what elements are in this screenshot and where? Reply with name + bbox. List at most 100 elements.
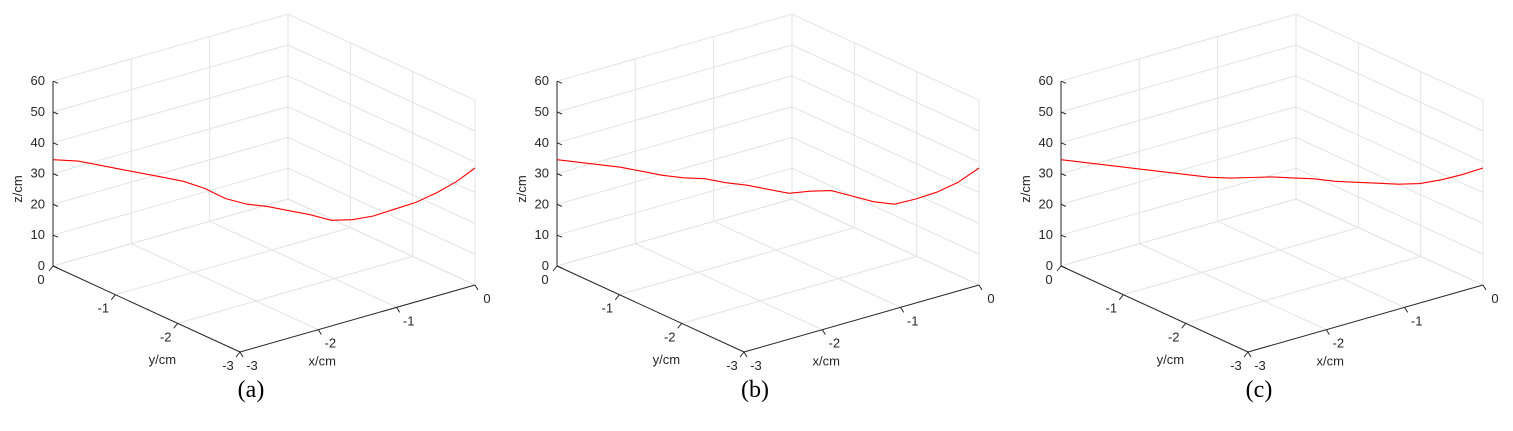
series-line — [1060, 159, 1484, 185]
caption-a: (a) — [237, 377, 265, 403]
grid-line — [52, 44, 289, 113]
grid-line — [1123, 227, 1359, 296]
z-tick — [1060, 111, 1067, 115]
y-tick-label: -2 — [664, 329, 676, 344]
grid-line — [1060, 167, 1297, 236]
z-tick-label: 10 — [31, 227, 45, 242]
z-tick — [1060, 142, 1067, 146]
x-axis-label: x/cm — [813, 354, 840, 369]
z-tick — [52, 234, 59, 238]
z-tick-label: 20 — [31, 196, 45, 211]
grid-line — [619, 227, 855, 296]
grid-line — [1217, 220, 1405, 308]
caption-b: (b) — [741, 377, 769, 403]
x-tick-label: -1 — [1411, 313, 1423, 328]
y-axis-line — [52, 265, 241, 353]
grid-line — [287, 75, 476, 163]
z-tick — [1060, 203, 1067, 207]
y-tick-label: -1 — [98, 301, 110, 316]
grid-line — [287, 13, 476, 101]
grid-line — [1060, 136, 1297, 205]
z-tick-label: 50 — [1039, 104, 1053, 119]
y-tick — [614, 294, 620, 300]
z-tick — [1060, 173, 1067, 177]
x-tick — [900, 307, 905, 313]
z-tick-label: 30 — [535, 166, 549, 181]
grid-line — [556, 44, 793, 113]
grid-line — [1060, 106, 1297, 175]
x-tick — [474, 284, 479, 291]
grid-line — [287, 44, 476, 132]
y-tick — [173, 323, 179, 329]
y-tick-label: 0 — [37, 272, 44, 287]
grid-line — [556, 106, 793, 175]
x-tick-label: 0 — [483, 291, 490, 306]
y-axis-line — [1060, 265, 1249, 353]
series-line — [556, 159, 980, 205]
y-tick — [552, 265, 558, 272]
y-tick-label: -3 — [222, 358, 234, 373]
grid-line — [635, 243, 823, 331]
x-tick-label: -2 — [829, 336, 841, 351]
x-axis-label: x/cm — [309, 354, 336, 369]
grid-line — [556, 167, 793, 236]
z-axis-label: z/cm — [1018, 175, 1033, 202]
x-tick-label: 0 — [1491, 291, 1498, 306]
grid-line — [1295, 136, 1484, 224]
grid-line — [681, 255, 917, 324]
z-tick-label: 50 — [31, 104, 45, 119]
z-tick-label: 0 — [1046, 258, 1053, 273]
z-tick-label: 40 — [535, 135, 549, 150]
grid-line — [791, 13, 980, 101]
grid-line — [1139, 243, 1327, 331]
z-tick — [52, 142, 59, 146]
grid-line — [52, 13, 289, 82]
z-tick-label: 0 — [38, 258, 45, 273]
grid-line — [1060, 75, 1297, 144]
y-tick-label: 0 — [1045, 272, 1052, 287]
y-tick-label: -2 — [1168, 329, 1180, 344]
y-tick — [48, 265, 54, 272]
z-axis-label: z/cm — [514, 175, 529, 202]
z-tick-label: 30 — [31, 166, 45, 181]
grid-line — [1185, 255, 1421, 324]
z-tick-label: 60 — [535, 73, 549, 88]
x-tick — [978, 284, 983, 291]
grid-line — [1295, 13, 1484, 101]
y-tick — [1243, 351, 1249, 358]
z-tick — [52, 80, 59, 84]
x-tick-label: -1 — [907, 313, 919, 328]
z-tick-label: 30 — [1039, 166, 1053, 181]
y-axis-label: y/cm — [1157, 352, 1184, 367]
x-axis-line — [743, 284, 980, 353]
z-tick-label: 10 — [1039, 227, 1053, 242]
x-tick-label: -1 — [403, 313, 415, 328]
grid-line — [791, 44, 980, 132]
z-tick — [556, 234, 563, 238]
x-tick-label: -2 — [1333, 336, 1345, 351]
grid-line — [287, 167, 476, 255]
grid-line — [1295, 106, 1484, 194]
z-tick — [556, 142, 563, 146]
y-tick — [739, 351, 745, 358]
y-tick — [235, 351, 241, 358]
y-tick-label: 0 — [541, 272, 548, 287]
y-axis-label: y/cm — [653, 352, 680, 367]
z-tick-label: 20 — [1039, 196, 1053, 211]
z-tick — [556, 111, 563, 115]
y-tick — [1056, 265, 1062, 272]
z-tick-label: 60 — [31, 73, 45, 88]
x-tick-label: -3 — [1254, 358, 1266, 373]
caption-c: (c) — [1245, 377, 1273, 403]
x-axis-label: x/cm — [1317, 354, 1344, 369]
z-tick — [52, 265, 59, 269]
y-tick — [1181, 323, 1187, 329]
z-tick — [556, 265, 563, 269]
series-line — [52, 159, 476, 221]
grid-line — [791, 198, 980, 286]
x-tick — [396, 307, 401, 313]
grid-line — [791, 167, 980, 255]
y-tick — [677, 323, 683, 329]
